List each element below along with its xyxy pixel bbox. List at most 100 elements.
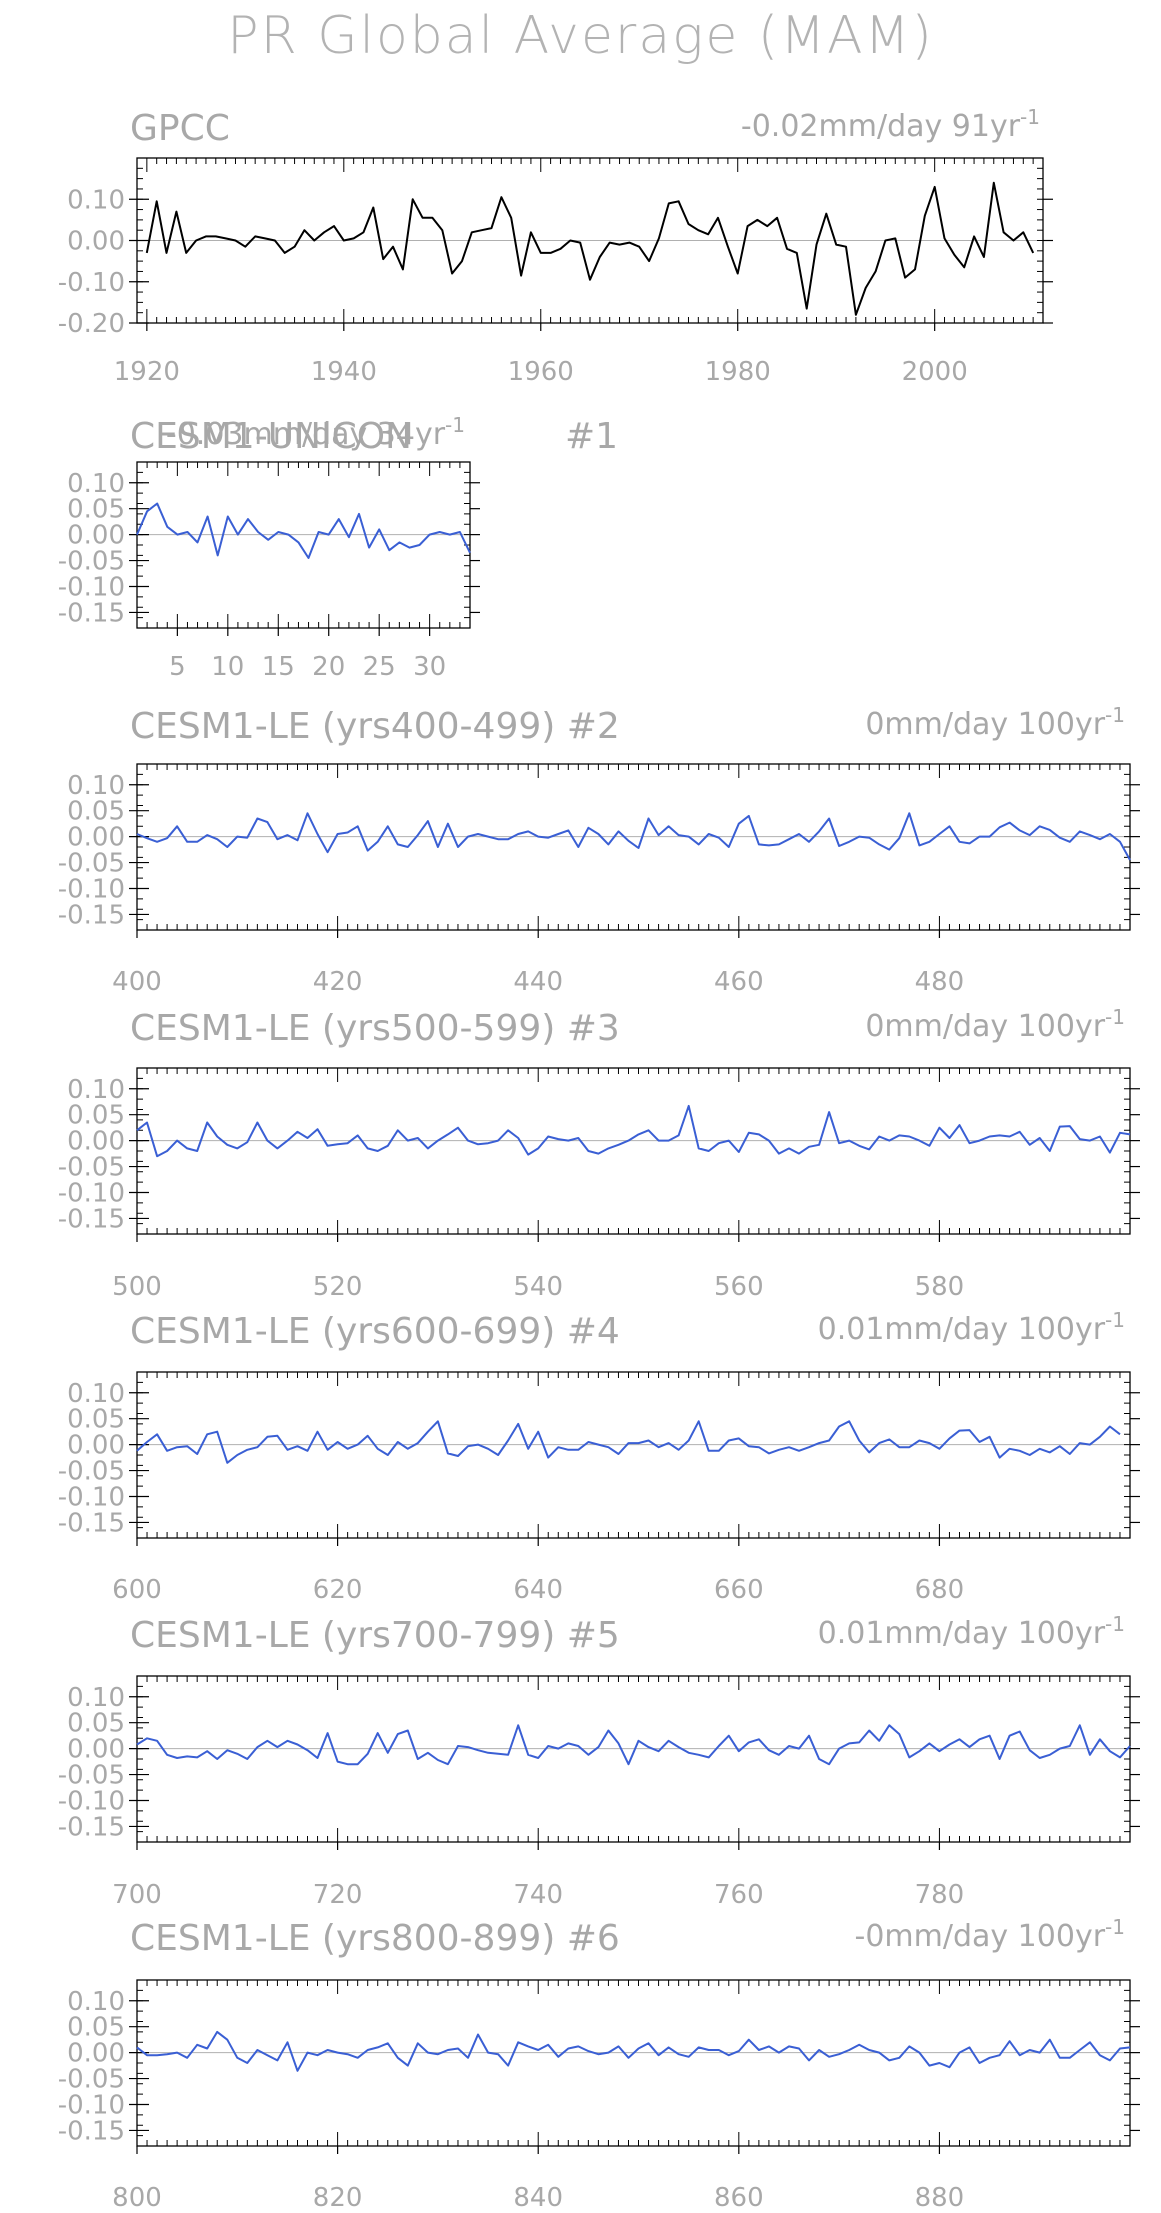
y-tick-label: 0.00: [67, 227, 125, 257]
y-tick-label: -0.10: [58, 1787, 125, 1817]
plot-frame: [136, 1371, 1131, 1539]
y-tick-label: -0.05: [58, 2065, 125, 2095]
y-tick-label: -0.15: [58, 1204, 125, 1234]
x-tick-label: 600: [112, 1575, 162, 1605]
x-tick-label: 620: [313, 1575, 363, 1605]
x-tick-label: 720: [313, 1880, 363, 1910]
x-tick-label: 1920: [114, 357, 180, 387]
series-line: [136, 1420, 1121, 1464]
x-tick-label: 540: [513, 1272, 563, 1302]
page-title: PR Global Average (MAM): [227, 6, 934, 66]
x-tick-label: 680: [915, 1575, 965, 1605]
chart-panel-5: 0.100.050.00-0.05-0.10-0.15 600 620 640 660 6…: [58, 1308, 1140, 1605]
trend-label: -0.03mm/day 34yr-1: [166, 413, 465, 452]
series-line: [136, 812, 1131, 861]
trend-exponent: -1: [1105, 1915, 1125, 1939]
trend-exponent: -1: [1105, 1612, 1125, 1636]
y-tick-label: 0.10: [67, 1075, 125, 1105]
panel-title-suffix: #1: [565, 416, 618, 457]
x-tick-label: 440: [513, 967, 563, 997]
panel-title: CESM1-LE (yrs600-699) #4: [130, 1311, 620, 1352]
panel-title: CESM1-LE (yrs700-799) #5: [130, 1615, 620, 1656]
y-tick-label: -0.05: [58, 849, 125, 879]
y-tick-label: 0.10: [67, 1683, 125, 1713]
trend-label: -0mm/day 100yr-1: [855, 1915, 1126, 1954]
y-tick-label: -0.10: [58, 2091, 125, 2121]
y-tick-label: -0.10: [58, 1483, 125, 1513]
x-tick-label: 640: [513, 1575, 563, 1605]
x-tick-label: 420: [313, 967, 363, 997]
x-tick-label: 1940: [311, 357, 377, 387]
y-tick-label: 0.10: [67, 771, 125, 801]
chart-panel-3: 0.100.050.00-0.05-0.10-0.15 400 420 440 460 4…: [58, 703, 1140, 997]
x-tick-label: 20: [312, 652, 345, 682]
x-tick-label: 860: [714, 2183, 764, 2213]
x-tick-label: 740: [513, 1880, 563, 1910]
y-tick-label: 0.05: [67, 1405, 125, 1435]
y-tick-label: -0.10: [58, 573, 125, 603]
chart-panel-4: 0.100.050.00-0.05-0.10-0.15 500 520 540 560 5…: [58, 1005, 1140, 1302]
y-tick-label: -0.10: [58, 875, 125, 905]
y-tick-label: -0.15: [58, 1812, 125, 1842]
y-tick-label: 0.00: [67, 1431, 125, 1461]
chart-panel-1: 0.10 0.00 -0.10 -0.20 1920 1940 1960 1980 2000 GP…: [58, 105, 1053, 387]
series-line: [136, 1724, 1131, 1766]
x-tick-label: 660: [714, 1575, 764, 1605]
x-tick-label: 480: [915, 967, 965, 997]
trend-label: 0mm/day 100yr-1: [865, 703, 1125, 742]
x-tick-label: 460: [714, 967, 764, 997]
panel-title: CESM1-LE (yrs800-899) #6: [130, 1918, 620, 1959]
trend-label: -0.02mm/day 91yr-1: [741, 105, 1040, 144]
y-tick-label: 0.00: [67, 2039, 125, 2069]
y-tick-label: 0.05: [67, 1709, 125, 1739]
x-tick-label: 880: [915, 2183, 965, 2213]
chart-panel-2: 0.100.050.00-0.05-0.10-0.15 5 10 15 20 25 30 CE…: [58, 413, 618, 682]
x-tick-label: 10: [211, 652, 244, 682]
y-tick-label: 0.05: [67, 1101, 125, 1131]
y-tick-label: -0.05: [58, 1153, 125, 1183]
series-line: [136, 2030, 1131, 2072]
y-tick-label: 0.10: [67, 1987, 125, 2017]
y-tick-label: -0.15: [58, 900, 125, 930]
y-tick-label: 0.05: [67, 797, 125, 827]
x-tick-label: 560: [714, 1272, 764, 1302]
series-line: [136, 1104, 1131, 1158]
y-tick-label: -0.15: [58, 2116, 125, 2146]
trend-label: 0mm/day 100yr-1: [865, 1005, 1125, 1044]
x-tick-label: 760: [714, 1880, 764, 1910]
x-tick-label: 700: [112, 1880, 162, 1910]
trend-label: 0.01mm/day 100yr-1: [818, 1308, 1125, 1347]
y-tick-label: -0.05: [58, 1457, 125, 1487]
y-tick-label: -0.15: [58, 1508, 125, 1538]
y-tick-label: 0.10: [67, 185, 125, 215]
panel-title: CESM1-LE (yrs400-499) #2: [130, 706, 620, 747]
y-tick-label: 0.05: [67, 495, 125, 525]
trend-exponent: -1: [445, 413, 465, 437]
x-tick-label: 580: [915, 1272, 965, 1302]
chart-panel-7: 0.100.050.00-0.05-0.10-0.15 800 820 840 860 8…: [58, 1915, 1140, 2213]
trend-exponent: -1: [1105, 1308, 1125, 1332]
x-tick-label: 1980: [705, 357, 771, 387]
panel-title: GPCC: [130, 108, 230, 149]
x-tick-label: 500: [112, 1272, 162, 1302]
plot-frame: [136, 1675, 1131, 1843]
y-tick-label: -0.10: [58, 1179, 125, 1209]
x-tick-label: 840: [513, 2183, 563, 2213]
panel-title: CESM1-UNICON: [130, 416, 412, 457]
trend-exponent: -1: [1105, 703, 1125, 727]
y-tick-label: -0.05: [58, 1761, 125, 1791]
series-line: [145, 181, 1035, 316]
chart-panel-6: 0.100.050.00-0.05-0.10-0.15 700 720 740 760 7…: [58, 1612, 1140, 1910]
x-tick-label: 520: [313, 1272, 363, 1302]
y-tick-label: 0.05: [67, 2013, 125, 2043]
trend-exponent: -1: [1020, 105, 1040, 129]
y-tick-label: 0.10: [67, 469, 125, 499]
x-tick-label: 5: [169, 652, 186, 682]
y-tick-label: 0.00: [67, 1127, 125, 1157]
plot-frame: [136, 763, 1131, 931]
x-tick-label: 30: [413, 652, 446, 682]
x-tick-label: 2000: [902, 357, 968, 387]
series-line: [136, 502, 471, 559]
x-tick-label: 780: [915, 1880, 965, 1910]
